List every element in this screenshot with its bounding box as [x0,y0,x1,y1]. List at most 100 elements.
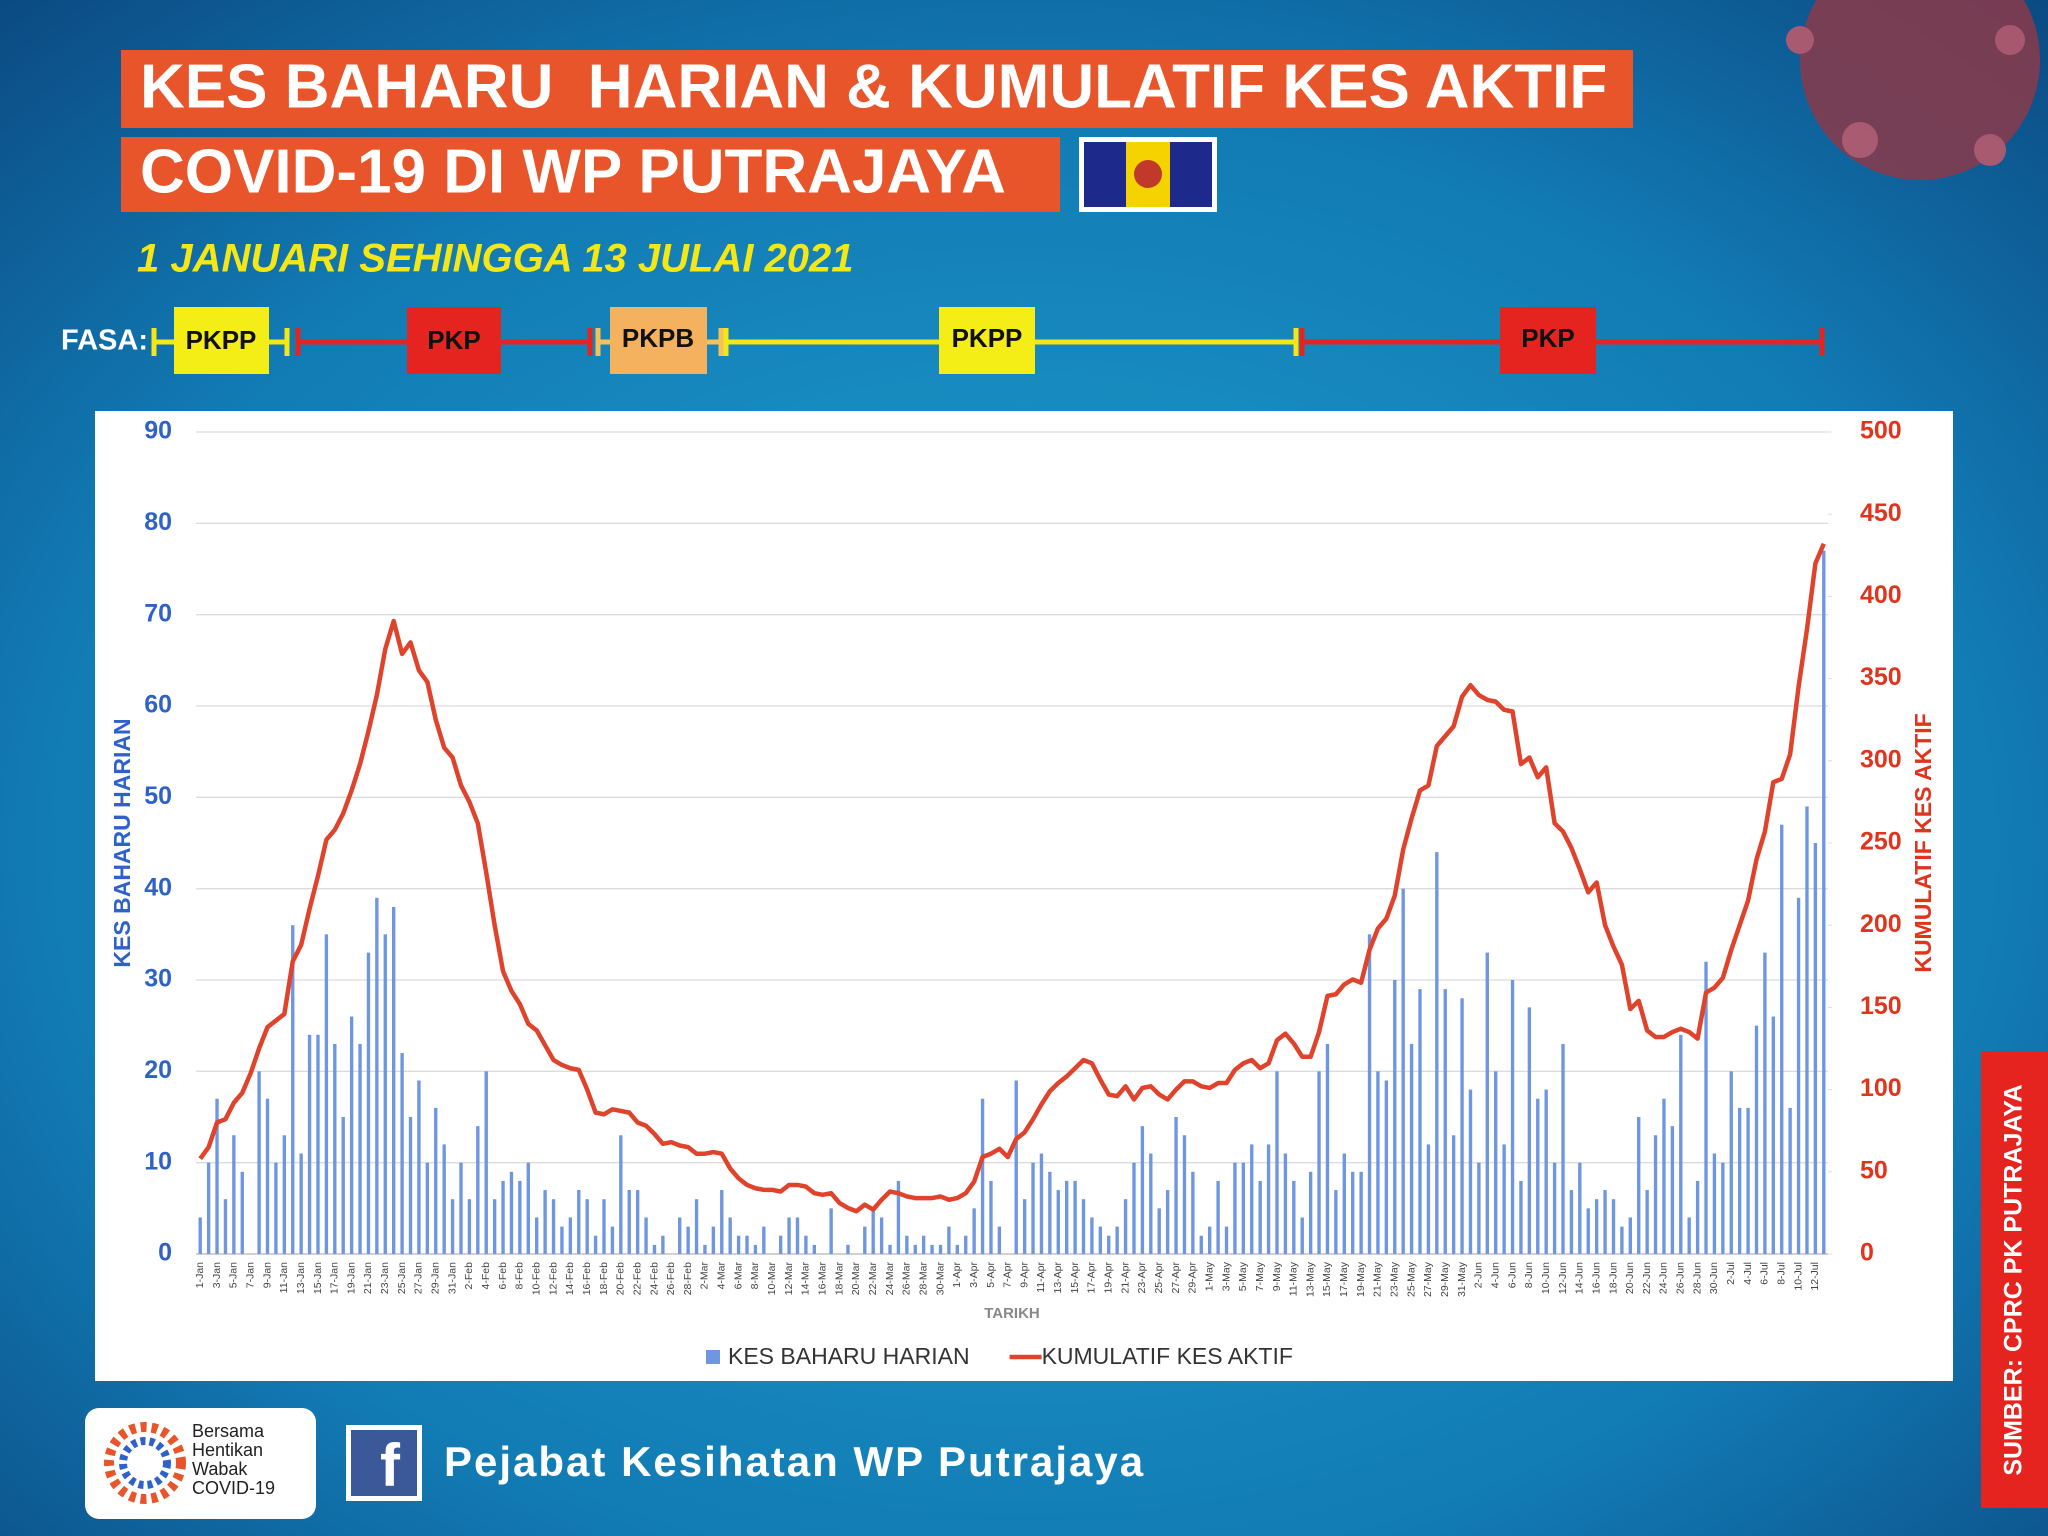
bar [1586,1208,1590,1254]
bar [568,1217,573,1254]
bar [846,1244,850,1254]
x-tick-label: 8-Jul [1776,1262,1788,1285]
x-tick-label: 27-May [1422,1261,1434,1297]
bar [989,1180,993,1254]
y-tick-label: 0 [158,1239,172,1267]
bar [1679,1034,1683,1254]
bar [720,1190,724,1254]
x-tick-label: 8-Mar [749,1261,761,1289]
facebook-icon: f [346,1425,422,1501]
title-box [121,50,1633,128]
x-tick-label: 27-Jan [413,1262,425,1294]
bar [1527,1007,1532,1254]
bar [1712,1153,1717,1254]
title: KES BAHARU HARIAN & KUMULATIF KES AKTIF [140,52,1607,121]
x-tick-label: 29-Jan [430,1262,442,1294]
bar [1477,1162,1481,1254]
bar [1510,980,1515,1254]
x-tick-label: 19-Jan [345,1262,357,1294]
bar [1637,1117,1641,1254]
bar [1569,1190,1574,1254]
x-tick-label: 31-May [1456,1261,1468,1297]
bar [585,1199,589,1254]
x-tick-label: 26-Feb [665,1262,677,1295]
bar [1351,1171,1355,1254]
bar [745,1235,749,1254]
bar [1687,1217,1691,1254]
bar [980,1098,985,1254]
bar [1224,1226,1229,1254]
x-tick-label: 21-May [1372,1261,1384,1297]
bar [1300,1217,1304,1254]
bar [1485,952,1489,1254]
bar [1536,1098,1540,1254]
x-tick-label: 31-Jan [446,1262,458,1294]
bar [1056,1190,1060,1254]
bar [492,1199,497,1254]
bar [1098,1226,1103,1254]
bar [879,1217,884,1254]
bar [1317,1071,1321,1254]
x-tick-label: 19-May [1355,1261,1367,1297]
bar [1451,1135,1456,1254]
x-tick-label: 7-Apr [1002,1262,1014,1288]
bar [1519,1180,1523,1254]
bar [787,1217,791,1254]
bar [1149,1153,1153,1254]
bar [282,1135,287,1254]
y2-tick-label: 50 [1860,1156,1888,1184]
bar [476,1126,480,1254]
phase: PKPP [952,323,1023,353]
bar [1813,843,1818,1254]
flag [1079,137,1217,212]
bar [1704,961,1708,1254]
bar [1073,1180,1077,1254]
bar [1031,1162,1035,1254]
bar [215,1098,219,1254]
x-tick-label: 10-Jun [1540,1262,1552,1294]
x-tick-label: 2-Feb [463,1262,475,1290]
y-tick-label: 70 [144,599,172,627]
y2-tick-label: 100 [1860,1074,1902,1102]
y2-tick-label: 0 [1860,1239,1874,1267]
bar [930,1244,934,1254]
x-tick-label: 25-Jan [396,1262,408,1294]
bar [392,906,396,1254]
x-tick-label: 28-Mar [917,1262,929,1296]
bar [1359,1171,1363,1254]
y2-tick-label: 200 [1860,910,1902,938]
bar [1081,1199,1086,1254]
x-tick-label: 29-Apr [1187,1261,1199,1293]
bar [728,1217,732,1254]
bar [307,1034,312,1254]
bar [1822,550,1826,1254]
bar [938,1244,943,1254]
bar [1208,1226,1212,1254]
y2-tick-label: 350 [1860,663,1902,691]
bar [762,1226,766,1254]
bar [896,1180,901,1254]
y-tick-label: 40 [144,873,172,901]
x-tick-label: 12-Mar [783,1262,795,1296]
bar [1367,934,1372,1254]
x-tick-label: 13-May [1304,1261,1316,1297]
x-tick-label: 7-Jan [244,1262,256,1288]
svg-text:f: f [380,1432,401,1499]
x-tick-label: 6-Jul [1759,1262,1771,1285]
bar [1266,1144,1271,1254]
x-tick-label: 14-Feb [564,1262,576,1295]
bar [1191,1171,1195,1254]
bar [299,1153,303,1254]
bar [1182,1135,1187,1254]
x-tick-label: 17-Jan [329,1262,341,1294]
x-tick-label: 2-Jun [1473,1262,1485,1288]
bar [1401,888,1405,1254]
x-tick-label: 23-Jan [379,1262,391,1294]
x-tick-label: 23-May [1389,1261,1401,1297]
bar [1216,1180,1220,1254]
bar [921,1235,926,1254]
bar [1653,1135,1658,1254]
bar [1544,1089,1548,1254]
bar [1376,1071,1380,1254]
bar [678,1217,682,1254]
